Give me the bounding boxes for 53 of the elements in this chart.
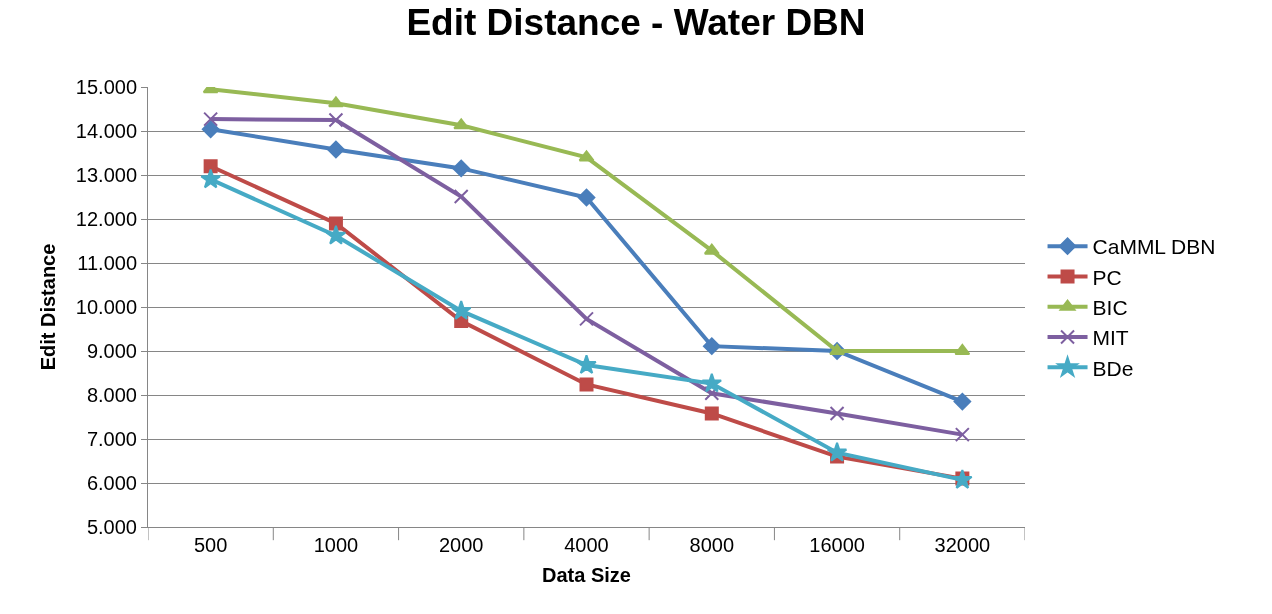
point (577, 188, 596, 207)
y-axis-title: Edit Distance (37, 243, 60, 371)
point (325, 224, 347, 245)
x-tick-label: 500 (193, 534, 228, 556)
point (953, 392, 972, 411)
legend-label: CaMML DBN (1092, 235, 1216, 259)
y-tick-label: 9.000 (86, 340, 137, 362)
point (579, 311, 594, 327)
point (702, 337, 721, 355)
point (328, 96, 344, 108)
legend-label: PC (1092, 265, 1122, 289)
point (203, 159, 218, 174)
x-tick-label: 1000 (313, 534, 359, 556)
point (703, 243, 720, 255)
point (452, 159, 471, 178)
x-tick-label: 8000 (689, 534, 735, 556)
point (826, 441, 848, 462)
legend-label: BIC (1092, 295, 1128, 319)
x-tick-label: 4000 (564, 534, 609, 556)
y-tick-label: 8.000 (86, 384, 137, 406)
y-tick-label: 12.000 (75, 208, 137, 230)
point (450, 300, 472, 320)
legend-label: MIT (1092, 326, 1129, 350)
point (579, 377, 594, 392)
y-tick-label: 15.000 (75, 76, 137, 98)
point (701, 372, 723, 393)
x-axis-title: Data Size (542, 563, 631, 586)
point (201, 120, 220, 139)
legend-label: BDe (1092, 356, 1134, 380)
point (327, 140, 345, 159)
point (328, 112, 344, 128)
point (453, 189, 469, 205)
point (704, 385, 720, 401)
x-tick-label: 2000 (438, 534, 484, 556)
x-tick-label: 32000 (934, 534, 991, 556)
x-tick-label: 16000 (809, 534, 865, 556)
y-tick-label: 14.000 (75, 120, 137, 142)
y-tick-label: 13.000 (75, 164, 137, 186)
point (200, 168, 221, 189)
point (704, 406, 719, 421)
y-tick-label: 5.000 (86, 516, 137, 538)
y-tick-label: 7.000 (86, 428, 137, 450)
point (578, 150, 595, 162)
point (576, 354, 597, 375)
y-tick-label: 10.000 (75, 296, 137, 318)
y-tick-label: 11.000 (77, 252, 137, 274)
point (954, 427, 970, 443)
y-tick-label: 6.000 (86, 472, 137, 494)
point (328, 216, 343, 231)
point (203, 111, 219, 127)
chart-title: Edit Distance - Water DBN (406, 2, 866, 44)
point (829, 405, 845, 421)
point (453, 118, 470, 130)
